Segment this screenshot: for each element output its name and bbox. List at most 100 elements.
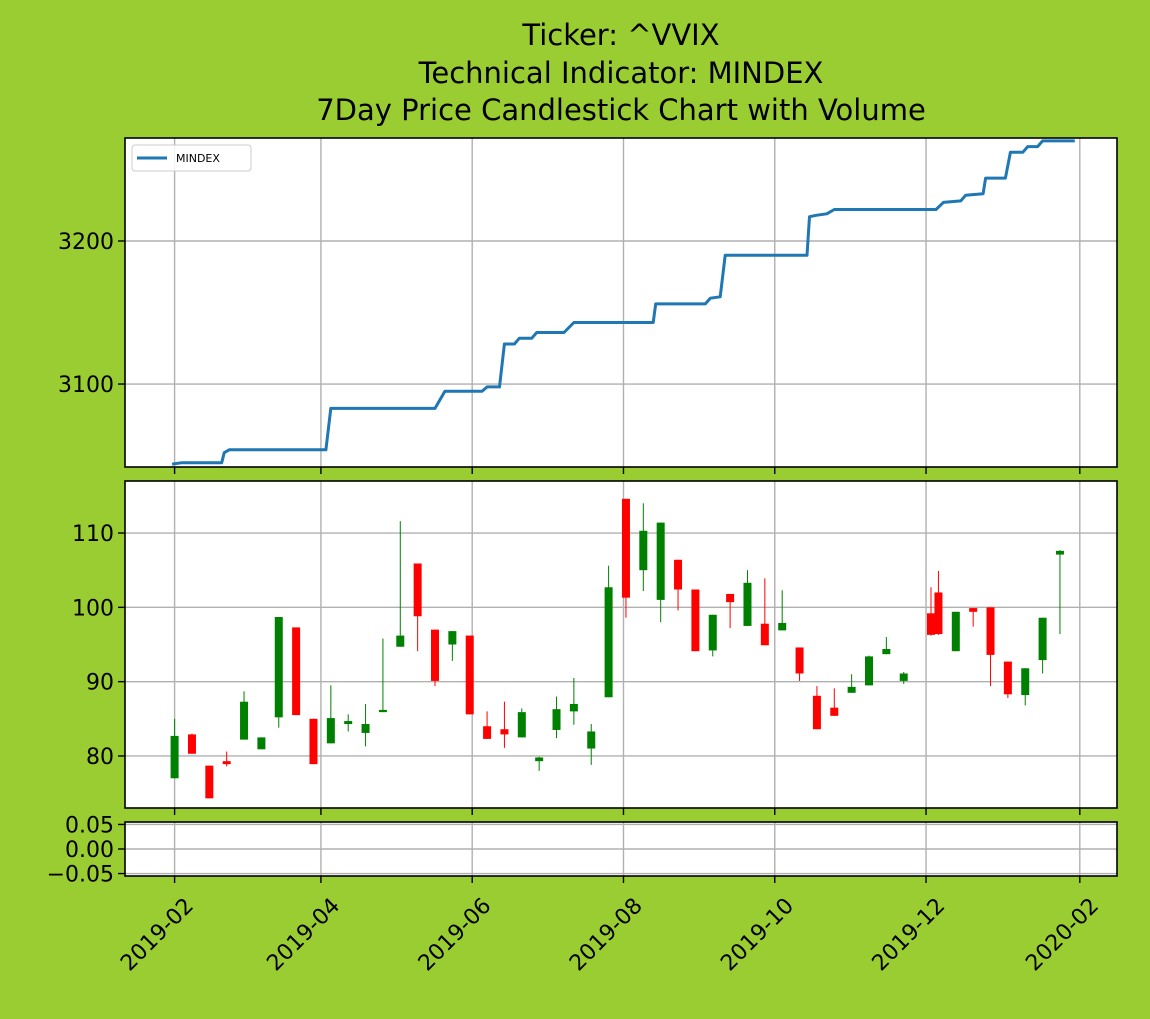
candle [292,627,301,716]
y-tick-label: 0.05 [65,813,114,838]
candle [517,708,526,738]
candle-body [361,724,370,733]
y-tick-label: −0.05 [47,863,114,888]
candle [899,671,908,684]
candle [795,647,804,681]
candle-body [240,701,249,740]
candle [465,635,474,715]
candle [274,617,283,728]
candle [1003,661,1012,699]
price-candles [170,498,1064,799]
indicator-plot-background [125,138,1117,467]
candle-body [830,707,839,716]
candle-body [882,648,891,655]
legend-box [131,144,252,172]
candle-body [344,721,353,725]
title-line-2: Technical Indicator: MINDEX [418,56,824,90]
candle-body [222,761,231,765]
x-tick-label: 2019-06 [414,894,497,977]
candle-body [934,592,943,635]
candle [326,685,335,744]
candle-body [274,617,283,718]
candle [344,714,353,732]
volume-panel: 0.050.00−0.05 2019-02 2019-04 2019-06 2019-… [47,813,1118,977]
candle [257,737,266,750]
title-line-3: 7Day Price Candlestick Chart with Volume [316,93,926,127]
candle-body [778,622,787,631]
candle-body [465,635,474,715]
chart-title: Ticker: ^VVIX Technical Indicator: MINDE… [316,18,926,127]
price-grid [125,481,1117,808]
candle-body [743,582,752,626]
candle [604,565,613,698]
candle [726,593,735,629]
candle-body [1055,550,1064,555]
price-x-ticks [173,808,1081,815]
candle [535,756,544,771]
candle [187,733,196,754]
candle-body [760,623,769,646]
candle [847,674,856,693]
y-tick-label: 3200 [58,230,114,255]
candle-body [187,734,196,754]
price-y-axis: 80 90 100 110 [72,522,125,770]
candle-body [170,735,179,779]
candle [691,589,700,652]
candle [309,718,318,765]
candle [927,587,935,636]
candle-body [500,729,509,735]
candle [760,578,769,646]
legend: MINDEX [131,144,252,172]
title-line-1: Ticker: ^VVIX [521,18,719,52]
candle [448,631,457,661]
candle-body [812,695,821,730]
candle [708,614,717,657]
candle [396,521,405,647]
candle [483,711,492,739]
candle [951,611,960,652]
candle [170,718,179,779]
volume-grid [125,822,1117,876]
x-tick-label: 2019-08 [565,894,648,977]
candle [569,677,578,725]
candle [413,563,422,652]
candle [743,570,752,626]
price-plot-frame [124,480,1118,809]
candle-body [587,731,596,749]
candle [222,751,231,767]
candle [865,655,873,686]
candle-body [621,498,630,598]
candle [1055,550,1064,635]
candle-body [604,587,613,698]
indicator-panel: 3100 3200 MINDEX [58,137,1118,474]
candle-body [483,726,492,739]
candle-body [708,614,717,651]
candle [830,688,839,716]
y-tick-label: 90 [86,671,114,696]
candle-body [1038,617,1047,661]
x-tick-label: 2019-10 [716,894,799,977]
y-tick-label: 3100 [58,373,114,398]
candle-body [847,686,856,693]
candle-body [969,608,978,612]
candle-body [535,757,544,762]
candle [431,629,439,687]
candle [934,570,943,635]
candle [986,607,995,687]
candle-body [865,656,873,686]
candle-body [927,613,935,635]
candle [205,765,214,799]
candle-body [726,593,735,603]
candle [621,498,630,618]
candle-body [448,631,457,645]
y-tick-label: 0.00 [65,838,114,863]
price-plot-background [125,481,1117,808]
indicator-series [171,139,1075,466]
candle [674,559,683,611]
candle [500,701,509,748]
indicator-y-axis: 3100 3200 [58,230,125,398]
candle-body [292,627,301,716]
candle [656,522,665,623]
indicator-x-ticks [173,467,1081,474]
candle-body [517,712,526,738]
